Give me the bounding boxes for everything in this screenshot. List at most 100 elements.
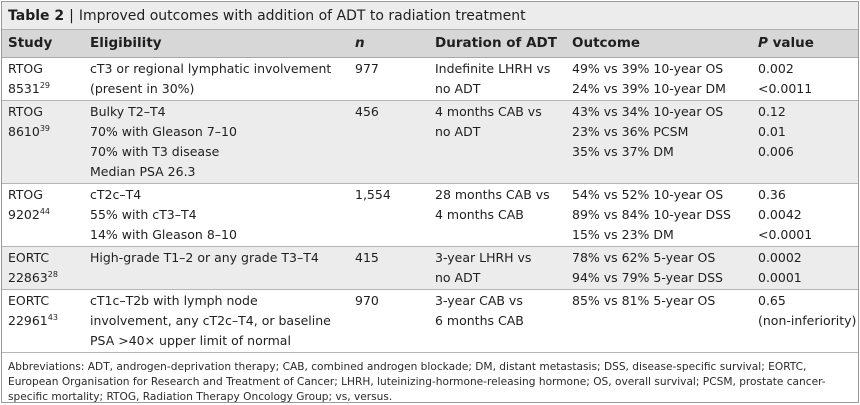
study-id: 9202 — [8, 207, 40, 222]
cell-duration-line: 28 months CAB vs — [435, 187, 550, 202]
cell-eligibility-line: 70% with Gleason 7–10 — [90, 124, 237, 139]
study-id-line: 2286328 — [8, 268, 58, 288]
cell-outcome-line: 49% vs 39% 10-year OS — [572, 61, 724, 76]
cell-study: RTOG 920244 — [8, 185, 50, 225]
cell-duration-line: no ADT — [435, 81, 481, 96]
cell-eligibility-line: cT2c–T4 — [90, 187, 142, 202]
study-id-line: 861039 — [8, 122, 50, 142]
header-eligibility: Eligibility — [90, 35, 162, 51]
table-footnote: Abbreviations: ADT, androgen-deprivation… — [8, 361, 826, 403]
cell-eligibility: High-grade T1–2 or any grade T3–T4 — [90, 248, 319, 268]
cell-duration-line: 6 months CAB — [435, 313, 524, 328]
cell-duration-line: Indefinite LHRH vs — [435, 61, 551, 76]
cell-p-value-line: 0.0001 — [758, 270, 802, 285]
study-reference: 43 — [47, 313, 58, 322]
cell-outcome-line: 43% vs 34% 10-year OS — [572, 104, 724, 119]
cell-outcome: 49% vs 39% 10-year OS 24% vs 39% 10-year … — [572, 59, 726, 99]
cell-n: 970 — [355, 293, 379, 308]
cell-outcome: 85% vs 81% 5-year OS — [572, 291, 715, 311]
cell-eligibility: Bulky T2–T4 70% with Gleason 7–10 70% with… — [90, 102, 237, 182]
cell-duration-line: 3-year CAB vs — [435, 293, 523, 308]
study-name: RTOG — [8, 104, 43, 119]
table-row: RTOG 920244 cT2c–T4 55% with cT3–T4 14% with… — [2, 184, 858, 247]
table-row: RTOG 861039 Bulky T2–T4 70% with Gleason 7–… — [2, 101, 858, 184]
cell-n: 415 — [355, 250, 379, 265]
cell-eligibility: cT2c–T4 55% with cT3–T4 14% with Gleason 8… — [90, 185, 237, 245]
cell-outcome-line: 15% vs 23% DM — [572, 227, 674, 242]
study-reference: 44 — [39, 207, 50, 216]
cell-duration: 4 months CAB vs no ADT — [435, 102, 542, 142]
cell-duration-line: no ADT — [435, 270, 481, 285]
header-outcome: Outcome — [572, 35, 641, 51]
cell-eligibility-line: (present in 30%) — [90, 81, 195, 96]
cell-outcome: 78% vs 62% 5-year OS 94% vs 79% 5-year DS… — [572, 248, 723, 288]
cell-duration: 28 months CAB vs 4 months CAB — [435, 185, 550, 225]
study-reference: 29 — [39, 81, 50, 90]
cell-duration: Indefinite LHRH vs no ADT — [435, 59, 550, 99]
cell-n: 456 — [355, 104, 379, 119]
cell-outcome-line: 23% vs 36% PCSM — [572, 124, 689, 139]
study-id-line: 853129 — [8, 79, 50, 99]
table-row: EORTC 2296143 cT1c–T2b with lymph node invo… — [2, 290, 858, 353]
cell-eligibility-line: 55% with cT3–T4 — [90, 207, 197, 222]
study-name: RTOG — [8, 187, 43, 202]
header-duration: Duration of ADT — [435, 35, 557, 51]
study-id: 22961 — [8, 313, 48, 328]
title-separator: | — [69, 7, 74, 24]
cell-p-value-line: (non-inferiority) — [758, 313, 857, 328]
cell-eligibility: cT1c–T2b with lymph node involvement, any… — [90, 291, 331, 351]
table-label: Table 2 — [8, 7, 65, 24]
cell-eligibility-line: 14% with Gleason 8–10 — [90, 227, 237, 242]
cell-eligibility-line: 70% with T3 disease — [90, 144, 220, 159]
cell-eligibility-line: Bulky T2–T4 — [90, 104, 166, 119]
cell-p-value-line: 0.36 — [758, 187, 786, 202]
cell-p-value-line: 0.12 — [758, 104, 786, 119]
cell-study: EORTC 2286328 — [8, 248, 58, 288]
cell-outcome-line: 35% vs 37% DM — [572, 144, 674, 159]
header-p-rest: value — [767, 35, 814, 51]
table-header-row: Study Eligibility n Duration of ADT Outc… — [2, 30, 858, 58]
study-name: EORTC — [8, 293, 50, 308]
table-caption: Improved outcomes with addition of ADT t… — [78, 7, 526, 24]
cell-p-value: 0.002 <0.0011 — [758, 59, 812, 99]
cell-p-value: 0.12 0.01 0.006 — [758, 102, 794, 162]
study-id: 8531 — [8, 81, 40, 96]
cell-duration-line: 3-year LHRH vs — [435, 250, 532, 265]
table-title: Table 2 | Improved outcomes with additio… — [2, 2, 858, 30]
study-reference: 39 — [39, 124, 50, 133]
header-p-value: P value — [758, 35, 814, 51]
cell-eligibility-line: involvement, any cT2c–T4, or baseline — [90, 313, 331, 328]
cell-outcome-line: 94% vs 79% 5-year DSS — [572, 270, 723, 285]
cell-outcome-line: 78% vs 62% 5-year OS — [572, 250, 716, 265]
cell-p-value-line: 0.01 — [758, 124, 786, 139]
header-n: n — [355, 35, 365, 51]
header-study: Study — [8, 35, 53, 51]
cell-eligibility: cT3 or regional lymphatic involvement (pr… — [90, 59, 331, 99]
cell-duration: 3-year CAB vs 6 months CAB — [435, 291, 524, 331]
study-id: 22863 — [8, 270, 48, 285]
table-row: EORTC 2286328 High-grade T1–2 or any grade… — [2, 247, 858, 290]
cell-duration-line: no ADT — [435, 124, 481, 139]
study-id: 8610 — [8, 124, 40, 139]
cell-outcome-line: 24% vs 39% 10-year DM — [572, 81, 726, 96]
cell-p-value-line: 0.006 — [758, 144, 794, 159]
cell-n: 1,554 — [355, 187, 391, 202]
cell-p-value-line: <0.0001 — [758, 227, 813, 242]
cell-outcome: 43% vs 34% 10-year OS 23% vs 36% PCSM 35% … — [572, 102, 723, 162]
cell-p-value-line: 0.0042 — [758, 207, 802, 222]
cell-eligibility-line: PSA >40× upper limit of normal — [90, 333, 291, 348]
cell-p-value-line: <0.0011 — [758, 81, 813, 96]
cell-n: 977 — [355, 61, 379, 76]
cell-p-value: 0.36 0.0042 <0.0001 — [758, 185, 812, 245]
cell-p-value-line: 0.65 — [758, 293, 786, 308]
table-row: RTOG 853129 cT3 or regional lymphatic invo… — [2, 58, 858, 101]
cell-eligibility-line: High-grade T1–2 or any grade T3–T4 — [90, 250, 319, 265]
study-reference: 28 — [47, 270, 58, 279]
cell-eligibility-line: cT3 or regional lymphatic involvement — [90, 61, 332, 76]
cell-p-value-line: 0.002 — [758, 61, 794, 76]
cell-outcome-line: 85% vs 81% 5-year OS — [572, 293, 716, 308]
cell-study: RTOG 853129 — [8, 59, 50, 99]
cell-duration-line: 4 months CAB — [435, 207, 524, 222]
cell-p-value: 0.65 (non-inferiority) — [758, 291, 856, 331]
